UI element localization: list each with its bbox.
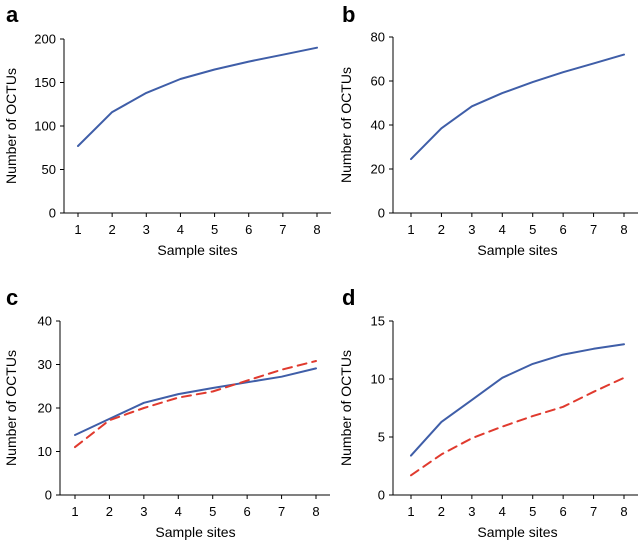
x-tick-label: 5 [211, 222, 218, 237]
y-tick-label: 0 [378, 488, 385, 503]
x-tick-label: 2 [438, 222, 445, 237]
x-axis-title: Sample sites [477, 242, 557, 258]
y-tick-label: 60 [371, 74, 385, 89]
x-tick-label: 6 [244, 504, 251, 519]
x-axis-title: Sample sites [157, 242, 237, 258]
x-tick-label: 1 [407, 504, 414, 519]
chart-panel-d: d 0 5 10 15 1 2 3 4 5 6 7 8 Sample sites Number of OCT… [338, 285, 638, 540]
x-tick-label: 2 [438, 504, 445, 519]
y-tick-label: 200 [34, 32, 56, 47]
y-tick-label: 20 [38, 401, 52, 416]
x-tick-label: 7 [590, 222, 597, 237]
solid-series-line [410, 343, 625, 457]
y-tick-label: 30 [38, 357, 52, 372]
x-tick-label: 6 [245, 222, 252, 237]
x-axis-title: Sample sites [477, 524, 557, 540]
y-tick-label: 150 [34, 75, 56, 90]
y-axis-title: Number of OCTUs [338, 67, 354, 183]
y-tick-label: 40 [38, 314, 52, 329]
x-tick-label: 8 [620, 504, 627, 519]
y-axis-title: Number of OCTUs [338, 350, 354, 466]
x-tick-label: 3 [140, 504, 147, 519]
chart-panel-c: c 0 10 20 30 40 1 2 3 4 5 6 7 8 Sample sites Number of … [3, 285, 330, 540]
panel-letter: a [6, 2, 19, 27]
chart-panel-a: a 0 50 100 150 200 1 2 3 4 5 6 7 8 Sample sites Number … [3, 2, 331, 258]
y-tick-label: 10 [371, 372, 385, 387]
solid-series-line [74, 367, 317, 436]
x-tick-label: 6 [560, 504, 567, 519]
x-tick-label: 3 [468, 222, 475, 237]
y-tick-label: 10 [38, 444, 52, 459]
x-tick-label: 5 [529, 504, 536, 519]
x-tick-label: 7 [278, 504, 285, 519]
y-axis-title: Number of OCTUs [3, 350, 19, 466]
x-tick-label: 5 [209, 504, 216, 519]
x-tick-label: 1 [71, 504, 78, 519]
y-tick-label: 15 [371, 314, 385, 329]
x-tick-label: 7 [590, 504, 597, 519]
y-tick-label: 80 [371, 30, 385, 45]
x-tick-label: 1 [407, 222, 414, 237]
dashed-series-line [74, 360, 317, 449]
y-tick-label: 100 [34, 119, 56, 134]
x-tick-label: 4 [499, 222, 506, 237]
x-tick-label: 7 [279, 222, 286, 237]
panel-letter: c [6, 285, 18, 310]
panel-letter: b [342, 2, 355, 27]
x-tick-label: 4 [175, 504, 182, 519]
solid-series-line [410, 53, 625, 161]
x-tick-label: 4 [177, 222, 184, 237]
x-tick-label: 5 [529, 222, 536, 237]
x-tick-label: 8 [313, 222, 320, 237]
x-tick-label: 8 [620, 222, 627, 237]
x-axis-title: Sample sites [155, 524, 235, 540]
y-tick-label: 50 [42, 162, 56, 177]
y-tick-label: 0 [45, 488, 52, 503]
x-tick-label: 1 [74, 222, 81, 237]
x-tick-label: 8 [312, 504, 319, 519]
y-axis-title: Number of OCTUs [3, 68, 19, 184]
solid-series-line [77, 46, 318, 147]
y-tick-label: 0 [49, 206, 56, 221]
chart-panel-b: b 0 20 40 60 80 1 2 3 4 5 6 7 8 Sample sites Number of … [338, 2, 638, 258]
x-tick-label: 3 [468, 504, 475, 519]
x-tick-label: 3 [143, 222, 150, 237]
x-tick-label: 4 [499, 504, 506, 519]
x-tick-label: 2 [109, 222, 116, 237]
y-tick-label: 5 [378, 430, 385, 445]
y-tick-label: 0 [378, 206, 385, 221]
x-tick-label: 2 [106, 504, 113, 519]
dashed-series-line [410, 376, 625, 477]
y-tick-label: 20 [371, 162, 385, 177]
y-tick-label: 40 [371, 118, 385, 133]
x-tick-label: 6 [560, 222, 567, 237]
panel-letter: d [342, 285, 355, 310]
